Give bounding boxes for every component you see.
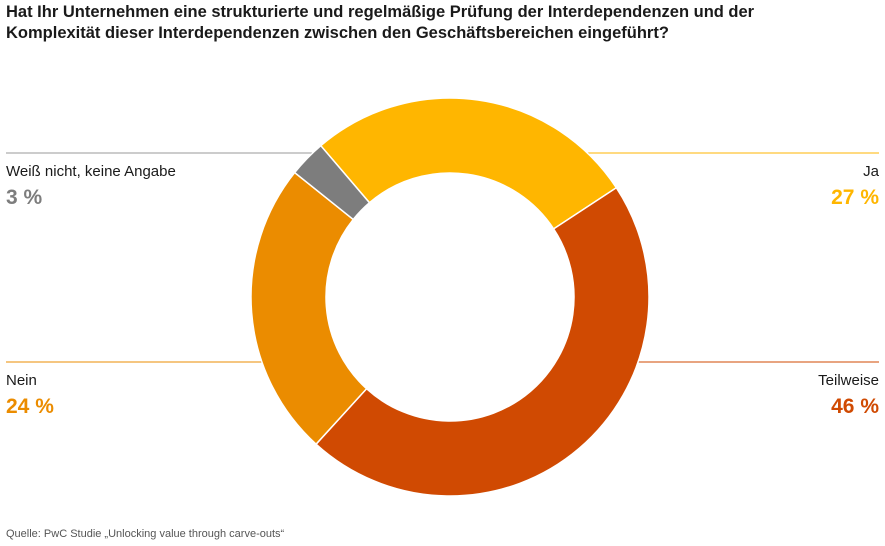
slice-value-unknown: 3 % [6,186,43,209]
slice-unknown [293,144,371,221]
slice-value-ja: 27 % [831,186,879,209]
chart-title-line-1: Hat Ihr Unternehmen eine strukturierte u… [6,3,755,21]
slice-ja [319,97,618,230]
slice-nein [250,171,368,446]
slice-label-unknown: Weiß nicht, keine Angabe [6,163,176,180]
slice-label-teilweise: Teilweise [818,372,879,389]
chart-title: Hat Ihr Unternehmen eine strukturierte u… [6,2,876,44]
slice-teilweise [315,186,650,497]
slice-value-nein: 24 % [6,395,54,418]
chart-title-line-2: Komplexität dieser Interdependenzen zwis… [6,24,669,42]
source-note: Quelle: PwC Studie „Unlocking value thro… [6,528,285,540]
slice-label-ja: Ja [863,163,879,180]
slice-label-nein: Nein [6,372,37,389]
slice-value-teilweise: 46 % [831,395,879,418]
